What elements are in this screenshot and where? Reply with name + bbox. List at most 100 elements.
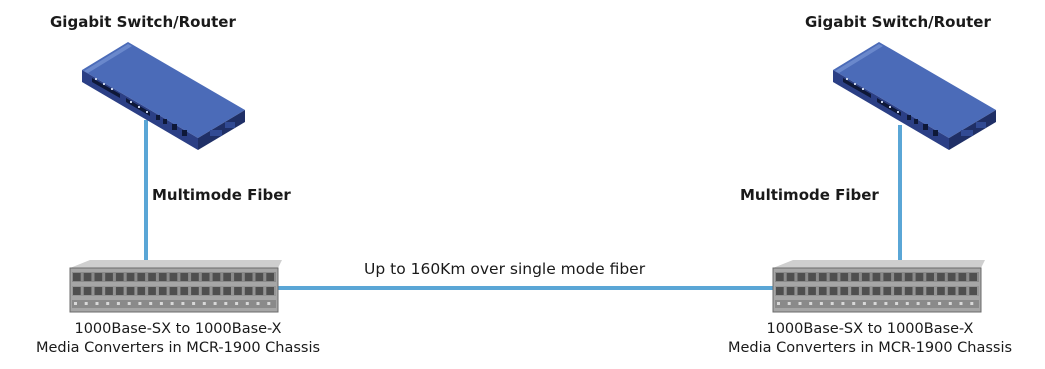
module-slot [861,273,870,281]
module-slot [126,273,135,281]
module-led [138,302,142,305]
right-converter-caption: 1000Base-SX to 1000Base-X Media Converte… [700,320,1040,358]
module-led [192,302,196,305]
module-led [841,302,845,305]
module-slot [212,273,221,281]
module-slot [915,273,924,281]
module-led [224,302,228,305]
module-slot [840,273,849,281]
module-slot [234,273,242,281]
module-slot [255,273,264,281]
module-led [927,302,931,305]
module-led [905,302,909,305]
module-slot [904,287,913,295]
module-slot [851,287,859,295]
router-left-icon [82,42,245,150]
module-slot [797,287,806,295]
module-slot [818,273,827,281]
module-slot [180,287,189,295]
module-slot [148,287,156,295]
module-led [862,302,866,305]
module-slot [169,273,178,281]
left-converter-caption-line1: 1000Base-SX to 1000Base-X [74,321,282,337]
module-led [213,302,217,305]
module-slot [851,273,859,281]
module-slot [776,273,784,281]
module-slot [872,273,881,281]
module-led [170,302,174,305]
module-slot [808,273,816,281]
module-slot [872,287,881,295]
module-slot [158,287,167,295]
module-slot [212,287,221,295]
module-led [809,302,813,305]
module-slot [786,273,795,281]
module-slot [958,287,967,295]
left-converter-caption: 1000Base-SX to 1000Base-X Media Converte… [8,320,348,358]
module-slot [947,273,956,281]
module-slot [94,273,103,281]
chassis-left-icon [69,260,282,313]
module-slot [137,287,146,295]
right-converter-caption-line1: 1000Base-SX to 1000Base-X [766,321,974,337]
module-slot [894,273,902,281]
module-slot [797,273,806,281]
module-slot [969,273,977,281]
module-led [267,302,271,305]
module-slot [83,273,92,281]
module-slot [234,287,242,295]
module-slot [105,273,113,281]
module-led [938,302,942,305]
module-led [116,302,120,305]
module-led [884,302,888,305]
module-slot [915,287,924,295]
module-led [852,302,856,305]
right-converter-caption-line2: Media Converters in MCR-1900 Chassis [727,340,1013,356]
module-slot [926,273,934,281]
module-slot [244,273,253,281]
module-slot [148,273,156,281]
module-slot [244,287,253,295]
module-led [916,302,920,305]
module-slot [223,273,231,281]
module-led [159,302,163,305]
module-slot [83,287,92,295]
module-slot [861,287,870,295]
module-led [798,302,802,305]
module-led [787,302,791,305]
left-device-title: Gigabit Switch/Router [50,13,236,31]
module-slot [201,273,210,281]
module-led [106,302,110,305]
module-slot [926,287,934,295]
module-slot [937,287,945,295]
module-slot [818,287,827,295]
module-led [245,302,249,305]
module-slot [969,287,977,295]
backbone-label: Up to 160Km over single mode fiber [364,260,646,278]
module-led [948,302,952,305]
module-led [127,302,131,305]
module-slot [840,287,849,295]
module-slot [958,273,967,281]
module-slot [73,287,81,295]
module-led [819,302,823,305]
left-link-label: Multimode Fiber [152,186,291,204]
right-link-label: Multimode Fiber [740,186,879,204]
module-slot [829,287,838,295]
module-slot [115,273,124,281]
module-slot [266,287,274,295]
module-led [149,302,153,305]
module-led [959,302,963,305]
module-slot [94,287,103,295]
module-slot [201,287,210,295]
module-slot [223,287,231,295]
module-led [873,302,877,305]
module-slot [180,273,189,281]
right-device-title: Gigabit Switch/Router [805,13,991,31]
module-slot [191,273,199,281]
module-slot [937,273,945,281]
module-led [777,302,780,305]
module-slot [105,287,113,295]
module-slot [115,287,124,295]
